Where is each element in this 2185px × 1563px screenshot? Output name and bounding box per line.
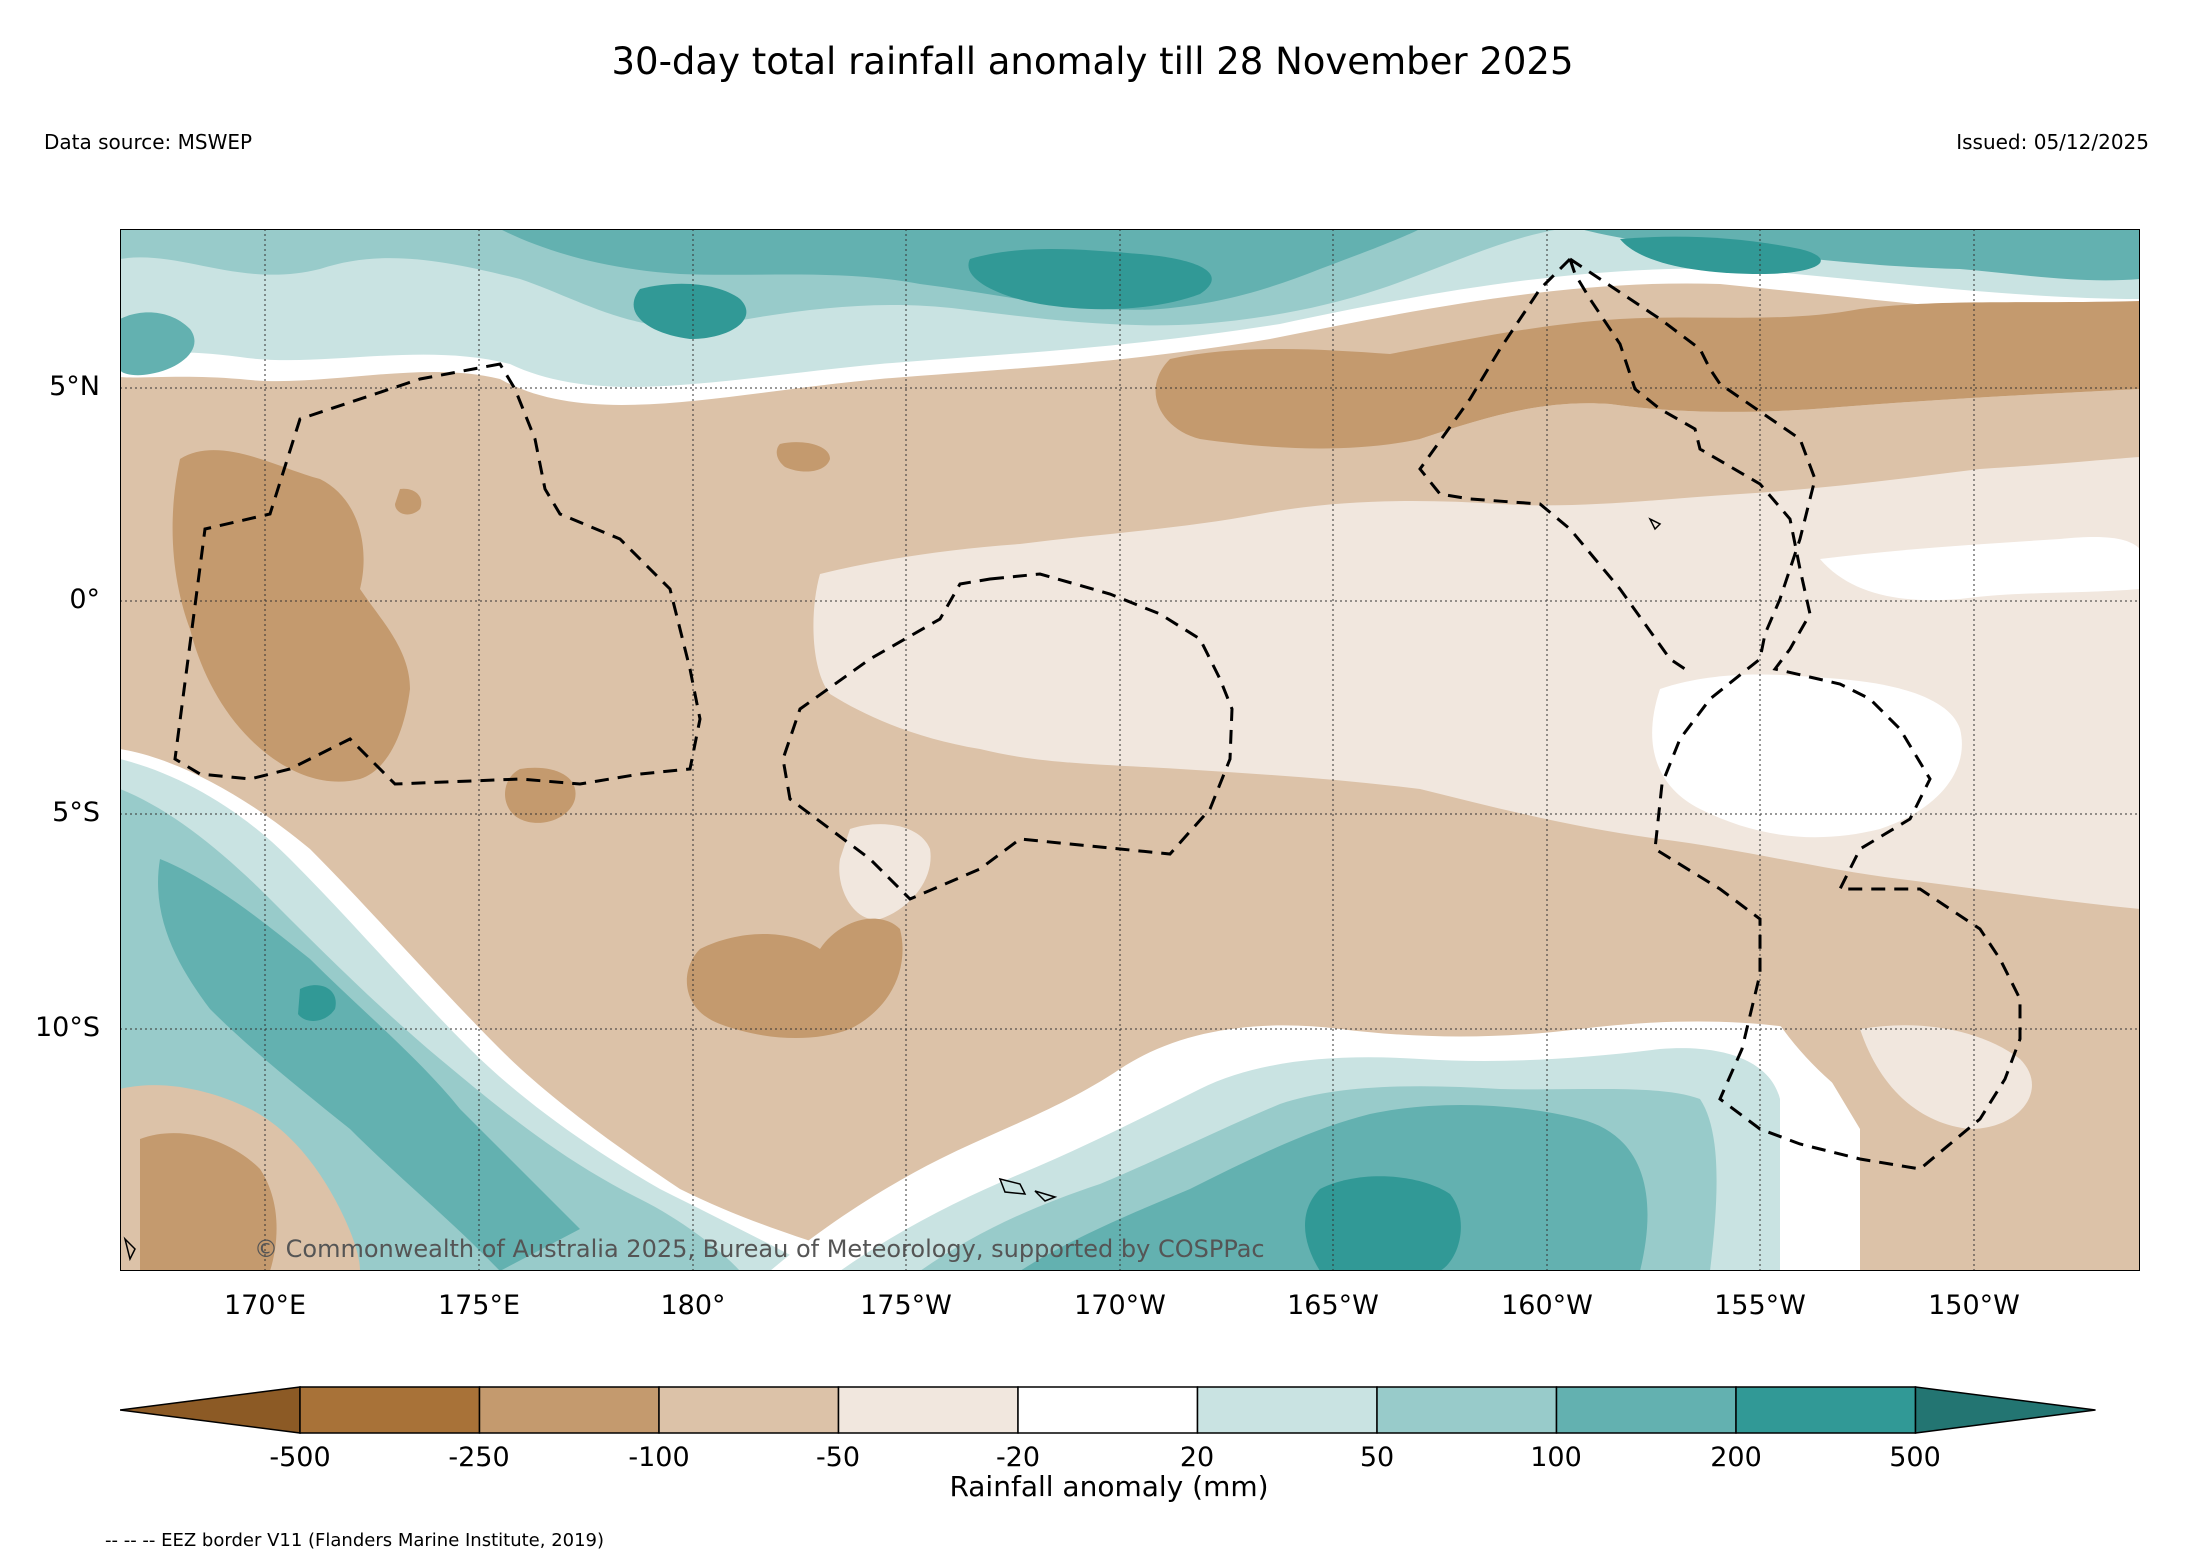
- colorbar-tick: 200: [1710, 1442, 1762, 1473]
- eez-kiribati-phoenix: [1567, 255, 2022, 1171]
- lon-label-170e: 170°E: [223, 1290, 307, 1321]
- northern-dry-band-light: [1420, 389, 2140, 519]
- east-neutral-area-2: [1820, 537, 2140, 601]
- northeast-wet-band: [1620, 236, 1821, 274]
- western-dry-core: [172, 450, 410, 782]
- southeast-light-dry: [1860, 1025, 2032, 1129]
- west-dry-patch-2: [395, 488, 422, 515]
- lon-label-175w: 175°W: [860, 1290, 952, 1321]
- graticule: [120, 229, 2140, 1271]
- colorbar-tick: -100: [628, 1442, 690, 1473]
- colorbar-tick: 50: [1359, 1442, 1395, 1473]
- lon-label-170w: 170°W: [1074, 1290, 1166, 1321]
- northern-core-wet-2: [633, 283, 747, 339]
- colorbar-tick: -500: [269, 1442, 331, 1473]
- eez-tokelau: [781, 572, 1234, 901]
- colorbar: [120, 1386, 2096, 1434]
- colorbar-segment: [1555, 1386, 1737, 1434]
- southwest-corner-dry-core: [140, 1133, 277, 1271]
- lat-label-5s: 5°S: [52, 797, 100, 828]
- southern-dry-patch: [686, 918, 903, 1039]
- east-neutral-area: [1652, 674, 1962, 838]
- eez-borders: [173, 255, 2022, 1171]
- colorbar-segment: [1735, 1386, 1917, 1434]
- colorbar-extend-low: [120, 1386, 301, 1434]
- southwest-wet-core: [298, 985, 336, 1021]
- data-source: Data source: MSWEP: [44, 130, 253, 154]
- copyright-notice: © Commonwealth of Australia 2025, Bureau…: [254, 1235, 1265, 1263]
- north-dry-patch-small: [776, 442, 830, 472]
- colorbar-segment: [1376, 1386, 1558, 1434]
- issued-date: Issued: 05/12/2025: [1956, 130, 2149, 154]
- lon-label-155w: 155°W: [1714, 1290, 1806, 1321]
- southwest-wet-band-heavy: [158, 859, 580, 1271]
- eez-kiribati-gilberts: [173, 362, 702, 786]
- colorbar-tick: -250: [448, 1442, 510, 1473]
- northern-core-wet: [968, 249, 1212, 310]
- eez-kiribati-line-west: [1418, 257, 1686, 671]
- colorbar-segment: [1196, 1386, 1378, 1434]
- lon-label-165w: 165°W: [1287, 1290, 1379, 1321]
- colorbar-segment: [299, 1386, 481, 1434]
- eez-legend-note: -- -- -- EEZ border V11 (Flanders Marine…: [105, 1530, 605, 1551]
- colorbar-tick: -20: [995, 1442, 1041, 1473]
- northern-dry-band: [1155, 301, 2140, 449]
- colorbar-tick: 20: [1179, 1442, 1215, 1473]
- colorbar-tick: 500: [1889, 1442, 1941, 1473]
- lon-label-175e: 175°E: [437, 1290, 521, 1321]
- colorbar-segment: [1017, 1386, 1199, 1434]
- lat-label-0: 0°: [69, 584, 100, 615]
- colorbar-label: Rainfall anomaly (mm): [949, 1470, 1269, 1503]
- colorbar-segment: [837, 1386, 1019, 1434]
- island-outlines: [123, 517, 1662, 1262]
- lat-label-5n: 5°N: [49, 371, 100, 402]
- lon-label-160w: 160°W: [1501, 1290, 1593, 1321]
- rainfall-anomaly-map: © Commonwealth of Australia 2025, Bureau…: [120, 229, 2140, 1271]
- colorbar-extend-high: [1914, 1386, 2096, 1434]
- lat-label-10s: 10°S: [35, 1012, 100, 1043]
- southern-central-wet-core: [1305, 1176, 1461, 1271]
- colorbar-tick: 100: [1530, 1442, 1582, 1473]
- lon-label-180: 180°: [660, 1290, 726, 1321]
- map-title: 30-day total rainfall anomaly till 28 No…: [611, 40, 1574, 83]
- colorbar-tick: -50: [815, 1442, 861, 1473]
- colorbar-segment: [658, 1386, 840, 1434]
- northwest-wet: [120, 312, 195, 376]
- colorbar-segment: [478, 1386, 660, 1434]
- map-frame: [120, 229, 2140, 1271]
- lon-label-150w: 150°W: [1928, 1290, 2020, 1321]
